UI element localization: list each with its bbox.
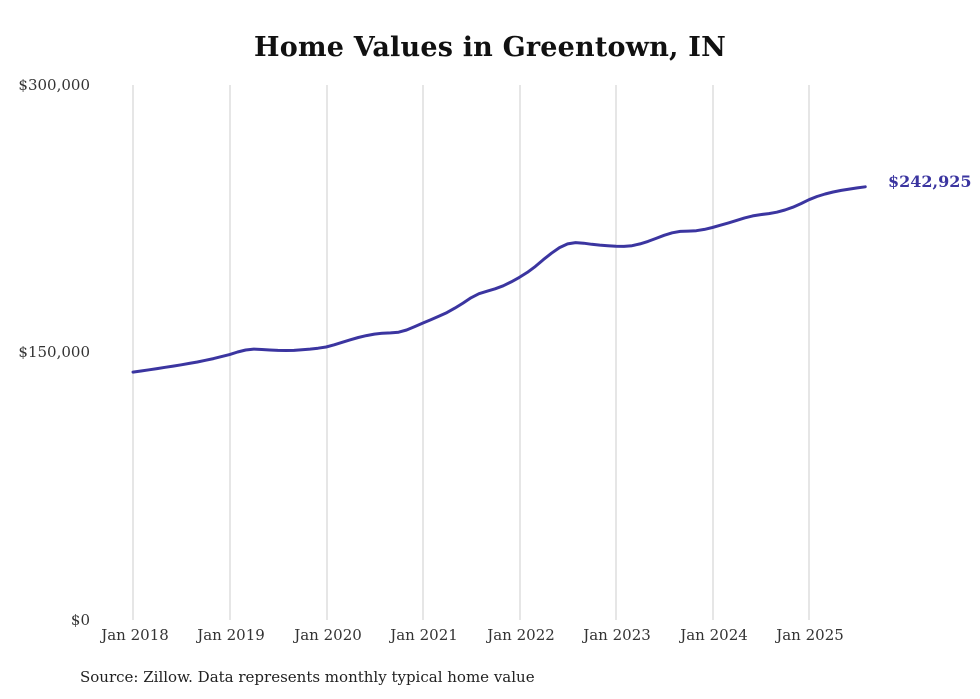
gridlines	[132, 85, 810, 620]
y-tick-0: $0	[71, 611, 90, 629]
x-tick-jan-2018: Jan 2018	[99, 626, 169, 644]
y-tick-150000: $150,000	[18, 343, 90, 361]
source-note: Source: Zillow. Data represents monthly …	[80, 668, 535, 686]
x-tick-jan-2022: Jan 2022	[485, 626, 555, 644]
x-tick-jan-2023: Jan 2023	[581, 626, 651, 644]
chart-title: Home Values in Greentown, IN	[254, 32, 726, 63]
latest-value-label: $242,925	[888, 172, 972, 191]
series-layer	[131, 185, 867, 374]
x-tick-jan-2019: Jan 2019	[195, 626, 265, 644]
x-tick-jan-2020: Jan 2020	[292, 626, 362, 644]
x-tick-jan-2021: Jan 2021	[388, 626, 458, 644]
y-tick-300000: $300,000	[18, 76, 90, 94]
x-tick-jan-2024: Jan 2024	[678, 626, 748, 644]
home-values-series-line	[131, 185, 867, 374]
x-axis-labels: Jan 2018 Jan 2019 Jan 2020 Jan 2021 Jan …	[99, 626, 844, 644]
y-axis-labels: $300,000 $150,000 $0	[18, 76, 90, 629]
x-tick-jan-2025: Jan 2025	[774, 626, 844, 644]
